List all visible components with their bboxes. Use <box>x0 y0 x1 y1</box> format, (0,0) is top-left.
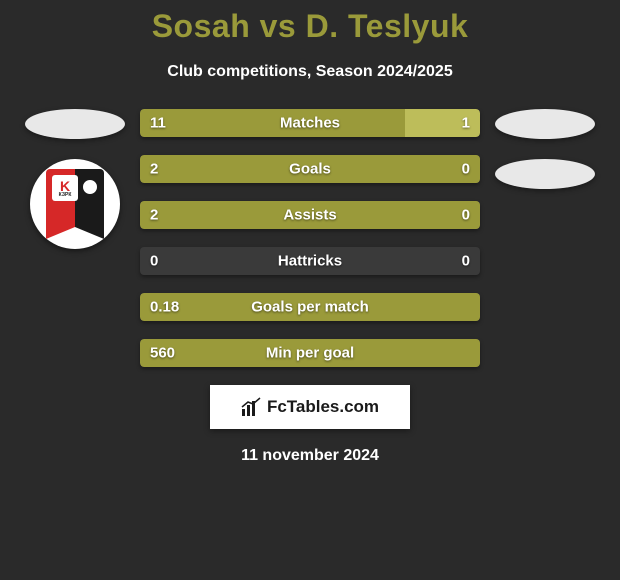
bar-left-fill <box>140 109 405 137</box>
page-title: Sosah vs D. Teslyuk <box>152 8 469 45</box>
stat-label: Hattricks <box>278 253 342 270</box>
shield-icon: K КЗРК <box>46 169 104 239</box>
stat-value-left: 560 <box>150 345 175 362</box>
stat-label: Min per goal <box>266 345 354 362</box>
main-area: K КЗРК 111Matches20Goals20Assists00Hattr… <box>0 109 620 367</box>
stat-value-right: 0 <box>462 207 470 224</box>
stat-label: Goals per match <box>251 299 369 316</box>
stat-value-left: 2 <box>150 207 158 224</box>
stat-value-right: 1 <box>462 115 470 132</box>
stat-value-left: 2 <box>150 161 158 178</box>
stat-bar: 111Matches <box>140 109 480 137</box>
right-column <box>490 109 600 209</box>
player-left-placeholder <box>25 109 125 139</box>
badge-letter: K <box>60 179 70 193</box>
stat-value-left: 0.18 <box>150 299 179 316</box>
stat-value-right: 0 <box>462 253 470 270</box>
stat-bar: 2 0 Assists <box>140 201 480 229</box>
date-text: 11 november 2024 <box>241 447 379 465</box>
stat-label: Assists <box>283 207 336 224</box>
infographic-container: Sosah vs D. Teslyuk Club competitions, S… <box>0 0 620 580</box>
ball-icon <box>82 179 98 195</box>
stat-bar: 0 0 Hattricks <box>140 247 480 275</box>
stat-label: Matches <box>280 115 340 132</box>
stat-bar: 2 0 Goals <box>140 155 480 183</box>
badge-sub: КЗРК <box>59 193 72 198</box>
stats-column: 111Matches20Goals20Assists00Hattricks0.1… <box>130 109 490 367</box>
club-badge-right-placeholder <box>495 159 595 189</box>
club-badge-left: K КЗРК <box>30 159 120 249</box>
player-right-placeholder <box>495 109 595 139</box>
subtitle: Club competitions, Season 2024/2025 <box>167 63 452 81</box>
stat-bar: 560 Min per goal <box>140 339 480 367</box>
stat-label: Goals <box>289 161 331 178</box>
left-column: K КЗРК <box>20 109 130 249</box>
stat-value-left: 0 <box>150 253 158 270</box>
stat-value-left: 11 <box>150 115 166 132</box>
branding-box: FcTables.com <box>210 385 410 429</box>
branding-text: FcTables.com <box>267 397 379 417</box>
stat-value-right: 0 <box>462 161 470 178</box>
chart-icon <box>241 397 261 417</box>
stat-bar: 0.18 Goals per match <box>140 293 480 321</box>
